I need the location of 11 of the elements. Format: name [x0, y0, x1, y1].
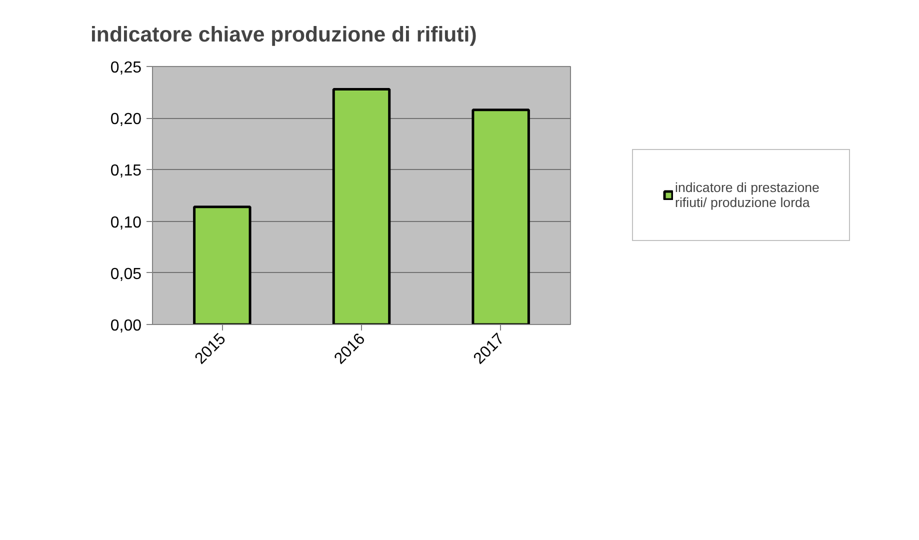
y-tick-label: 0,00	[110, 318, 142, 334]
bar	[472, 108, 530, 324]
legend-label: indicatore di prestazione rifiuti/ produzione lorda	[675, 180, 820, 210]
y-tick-label: 0,15	[110, 162, 142, 180]
y-tick-label: 0,20	[110, 111, 142, 128]
y-tick-label: 0,05	[110, 266, 142, 283]
chart-title: indicatore chiave produzione di rifiuti)	[90, 22, 477, 46]
y-tick-label: 0,25	[110, 60, 142, 76]
y-tick-label: 0,10	[110, 214, 142, 232]
bar	[332, 88, 391, 324]
bar	[193, 206, 252, 324]
